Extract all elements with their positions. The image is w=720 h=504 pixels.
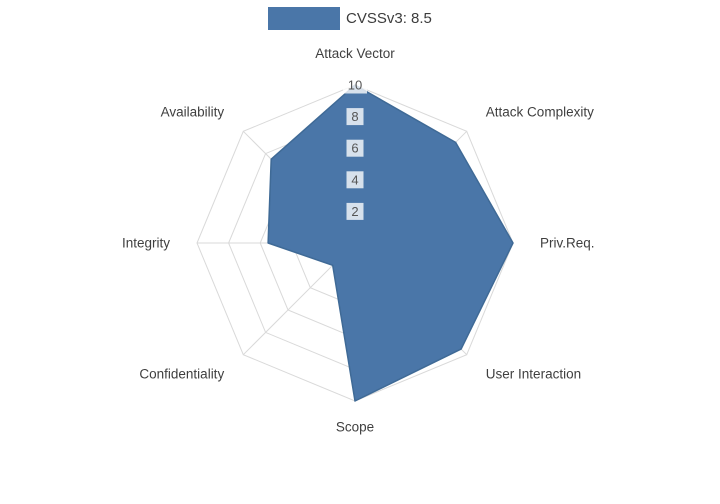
axis-label-integrity: Integrity (122, 236, 170, 251)
axis-label-scope: Scope (336, 420, 374, 435)
radar-tick-labels: 2 4 6 8 10 (343, 76, 367, 220)
tick-label-10: 10 (348, 78, 362, 93)
radar-series (267, 84, 514, 402)
tick-box-10 (343, 76, 367, 94)
legend-label[interactable]: CVSSv3: 8.5 (346, 10, 432, 27)
radar-axis-labels: Attack Vector Attack Complexity Priv.Req. U… (122, 46, 595, 435)
legend-swatch[interactable] (268, 7, 340, 30)
tick-box-6 (346, 139, 364, 157)
tick-label-6: 6 (351, 141, 358, 156)
tick-label-8: 8 (351, 109, 358, 124)
tick-box-8 (346, 108, 364, 126)
legend[interactable]: CVSSv3: 8.5 (268, 7, 432, 30)
axis-label-confidentiality: Confidentiality (139, 366, 224, 381)
tick-label-4: 4 (351, 172, 358, 187)
series-polygon-cvssv3-8-5 (267, 84, 514, 402)
axis-label-availability: Availability (161, 105, 225, 120)
tick-box-2 (346, 202, 364, 220)
axis-label-user-interaction: User Interaction (486, 366, 581, 381)
axis-label-attack-vector: Attack Vector (315, 46, 395, 61)
axis-label-attack-complexity: Attack Complexity (486, 105, 594, 120)
tick-label-2: 2 (351, 204, 358, 219)
tick-box-4 (346, 171, 364, 189)
axis-label-priv-req: Priv.Req. (540, 236, 595, 251)
